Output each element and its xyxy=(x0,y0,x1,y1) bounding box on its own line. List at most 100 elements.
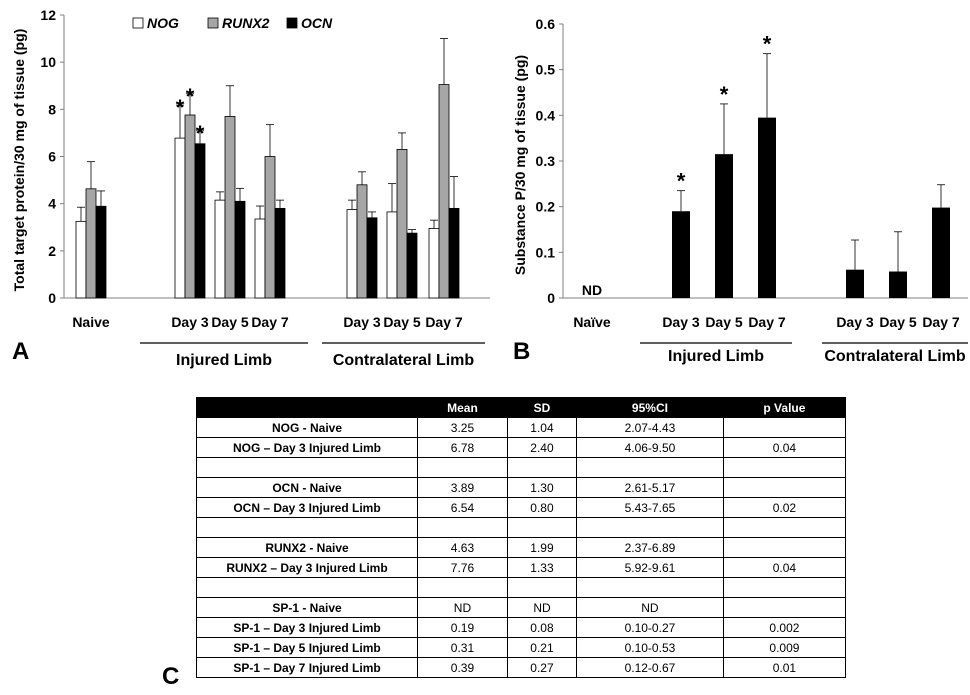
legend-swatch xyxy=(132,17,144,29)
legend-swatch xyxy=(207,17,219,29)
table-cell xyxy=(417,517,508,538)
table-cell xyxy=(722,597,847,618)
table-row: OCN – Day 3 Injured Limb 6.54 0.80 5.43-7.6… xyxy=(196,497,847,518)
table-cell: 0.02 xyxy=(722,497,847,518)
table-cell: 0.01 xyxy=(722,657,847,678)
table-cell xyxy=(506,577,578,598)
table-cell: 0.31 xyxy=(417,637,508,658)
bar xyxy=(386,211,398,299)
x-tick-label: Day 7 xyxy=(425,314,463,330)
table-row-label: RUNX2 – Day 3 Injured Limb xyxy=(196,557,418,578)
x-tick-label: Day 3 xyxy=(343,314,381,330)
table-cell: ND xyxy=(417,597,508,618)
table-row: RUNX2 – Day 3 Injured Limb 7.76 1.33 5.92-9… xyxy=(196,557,847,578)
x-tick-label: Day 5 xyxy=(211,314,249,330)
x-tick-label: Day 3 xyxy=(662,314,700,330)
y-axis-label: Substance P/30 mg of tissue (pg) xyxy=(512,55,528,275)
bar xyxy=(715,154,733,298)
y-tick-label: 0.4 xyxy=(536,107,556,123)
table-cell: 4.63 xyxy=(417,537,508,558)
x-tick-label: Day 3 xyxy=(836,314,874,330)
table-cell: 0.10-0.53 xyxy=(576,637,724,658)
table-row xyxy=(196,577,847,598)
y-tick-label: 8 xyxy=(48,101,56,117)
table-header-cell: p Value xyxy=(722,397,847,418)
x-tick-label: Day 7 xyxy=(922,314,960,330)
table-row xyxy=(196,517,847,538)
bar xyxy=(95,205,107,299)
bar xyxy=(174,137,186,299)
y-tick-label: 0.2 xyxy=(536,199,556,215)
table-header-cell: SD xyxy=(506,397,578,418)
y-tick-label: 0 xyxy=(48,290,56,306)
table-row-label: SP-1 – Day 5 Injured Limb xyxy=(196,637,418,658)
table-cell: 0.009 xyxy=(722,637,847,658)
table-cell: 0.12-0.67 xyxy=(576,657,724,678)
significance-star: * xyxy=(677,169,686,194)
table-row-label: NOG - Naive xyxy=(196,417,418,438)
table-cell: 6.78 xyxy=(417,437,508,458)
table-cell xyxy=(722,517,847,538)
chart-a: 0 2 4 6 8 10 12 Total target protein/30 mg of t… xyxy=(11,7,490,369)
table-cell: 0.21 xyxy=(506,637,578,658)
table-cell: 5.43-7.65 xyxy=(576,497,724,518)
bar xyxy=(85,188,97,299)
bar xyxy=(932,207,950,298)
table-cell xyxy=(417,577,508,598)
bar xyxy=(224,116,236,299)
x-tick-label: Day 3 xyxy=(171,314,209,330)
x-tick-label: Day 5 xyxy=(705,314,743,330)
bar xyxy=(356,184,368,299)
y-tick-label: 6 xyxy=(48,149,56,165)
y-tick-label: 0.5 xyxy=(536,62,556,78)
bar xyxy=(672,211,690,298)
table-cell xyxy=(576,457,724,478)
y-tick-label: 12 xyxy=(40,7,56,23)
table-cell: 0.10-0.27 xyxy=(576,617,724,638)
table-cell: 1.99 xyxy=(506,537,578,558)
table-header-cell xyxy=(196,397,418,418)
y-tick-label: 0.6 xyxy=(536,16,556,32)
table-cell: 5.92-9.61 xyxy=(576,557,724,578)
significance-star: * xyxy=(186,84,195,109)
x-tick-label: Day 7 xyxy=(748,314,786,330)
table-cell: 3.89 xyxy=(417,477,508,498)
table-cell xyxy=(722,537,847,558)
chart-b: 0 0.1 0.2 0.3 0.4 0.5 0.6 Substance P/30 mg of … xyxy=(512,16,968,365)
table-cell: 6.54 xyxy=(417,497,508,518)
table-row-label xyxy=(196,517,418,538)
bar xyxy=(758,117,776,298)
panel-label-a: A xyxy=(12,338,30,365)
table-row: RUNX2 - Naive 4.63 1.99 2.37-6.89 xyxy=(196,537,847,558)
table-cell: 2.61-5.17 xyxy=(576,477,724,498)
table-cell: 0.19 xyxy=(417,617,508,638)
table-cell xyxy=(722,457,847,478)
table-cell xyxy=(576,577,724,598)
table-cell xyxy=(506,457,578,478)
legend-label: RUNX2 xyxy=(222,15,270,31)
x-tick-label: Day 5 xyxy=(383,314,421,330)
table-cell xyxy=(506,517,578,538)
table-row: SP-1 - Naive ND ND ND xyxy=(196,597,847,618)
y-tick-label: 0.3 xyxy=(536,153,556,169)
y-tick-label: 0 xyxy=(547,290,555,306)
bar xyxy=(346,209,358,299)
table-cell: ND xyxy=(506,597,578,618)
bar xyxy=(75,220,87,299)
table-cell xyxy=(722,417,847,438)
table-header-row: Mean SD 95%CI p Value xyxy=(196,397,847,418)
table-cell: 4.06-9.50 xyxy=(576,437,724,458)
table-header-cell: Mean xyxy=(417,397,508,418)
table-cell xyxy=(576,517,724,538)
bar xyxy=(889,271,907,298)
table-row-label: RUNX2 - Naive xyxy=(196,537,418,558)
table-row-label xyxy=(196,577,418,598)
table-cell: 0.27 xyxy=(506,657,578,678)
bar xyxy=(214,199,226,299)
table-row-label: OCN – Day 3 Injured Limb xyxy=(196,497,418,518)
table-cell xyxy=(722,577,847,598)
group-label: Contralateral Limb xyxy=(824,348,966,365)
y-tick-label: 4 xyxy=(48,196,56,212)
table-row-label: SP-1 – Day 7 Injured Limb xyxy=(196,657,418,678)
legend-swatch xyxy=(286,17,298,29)
